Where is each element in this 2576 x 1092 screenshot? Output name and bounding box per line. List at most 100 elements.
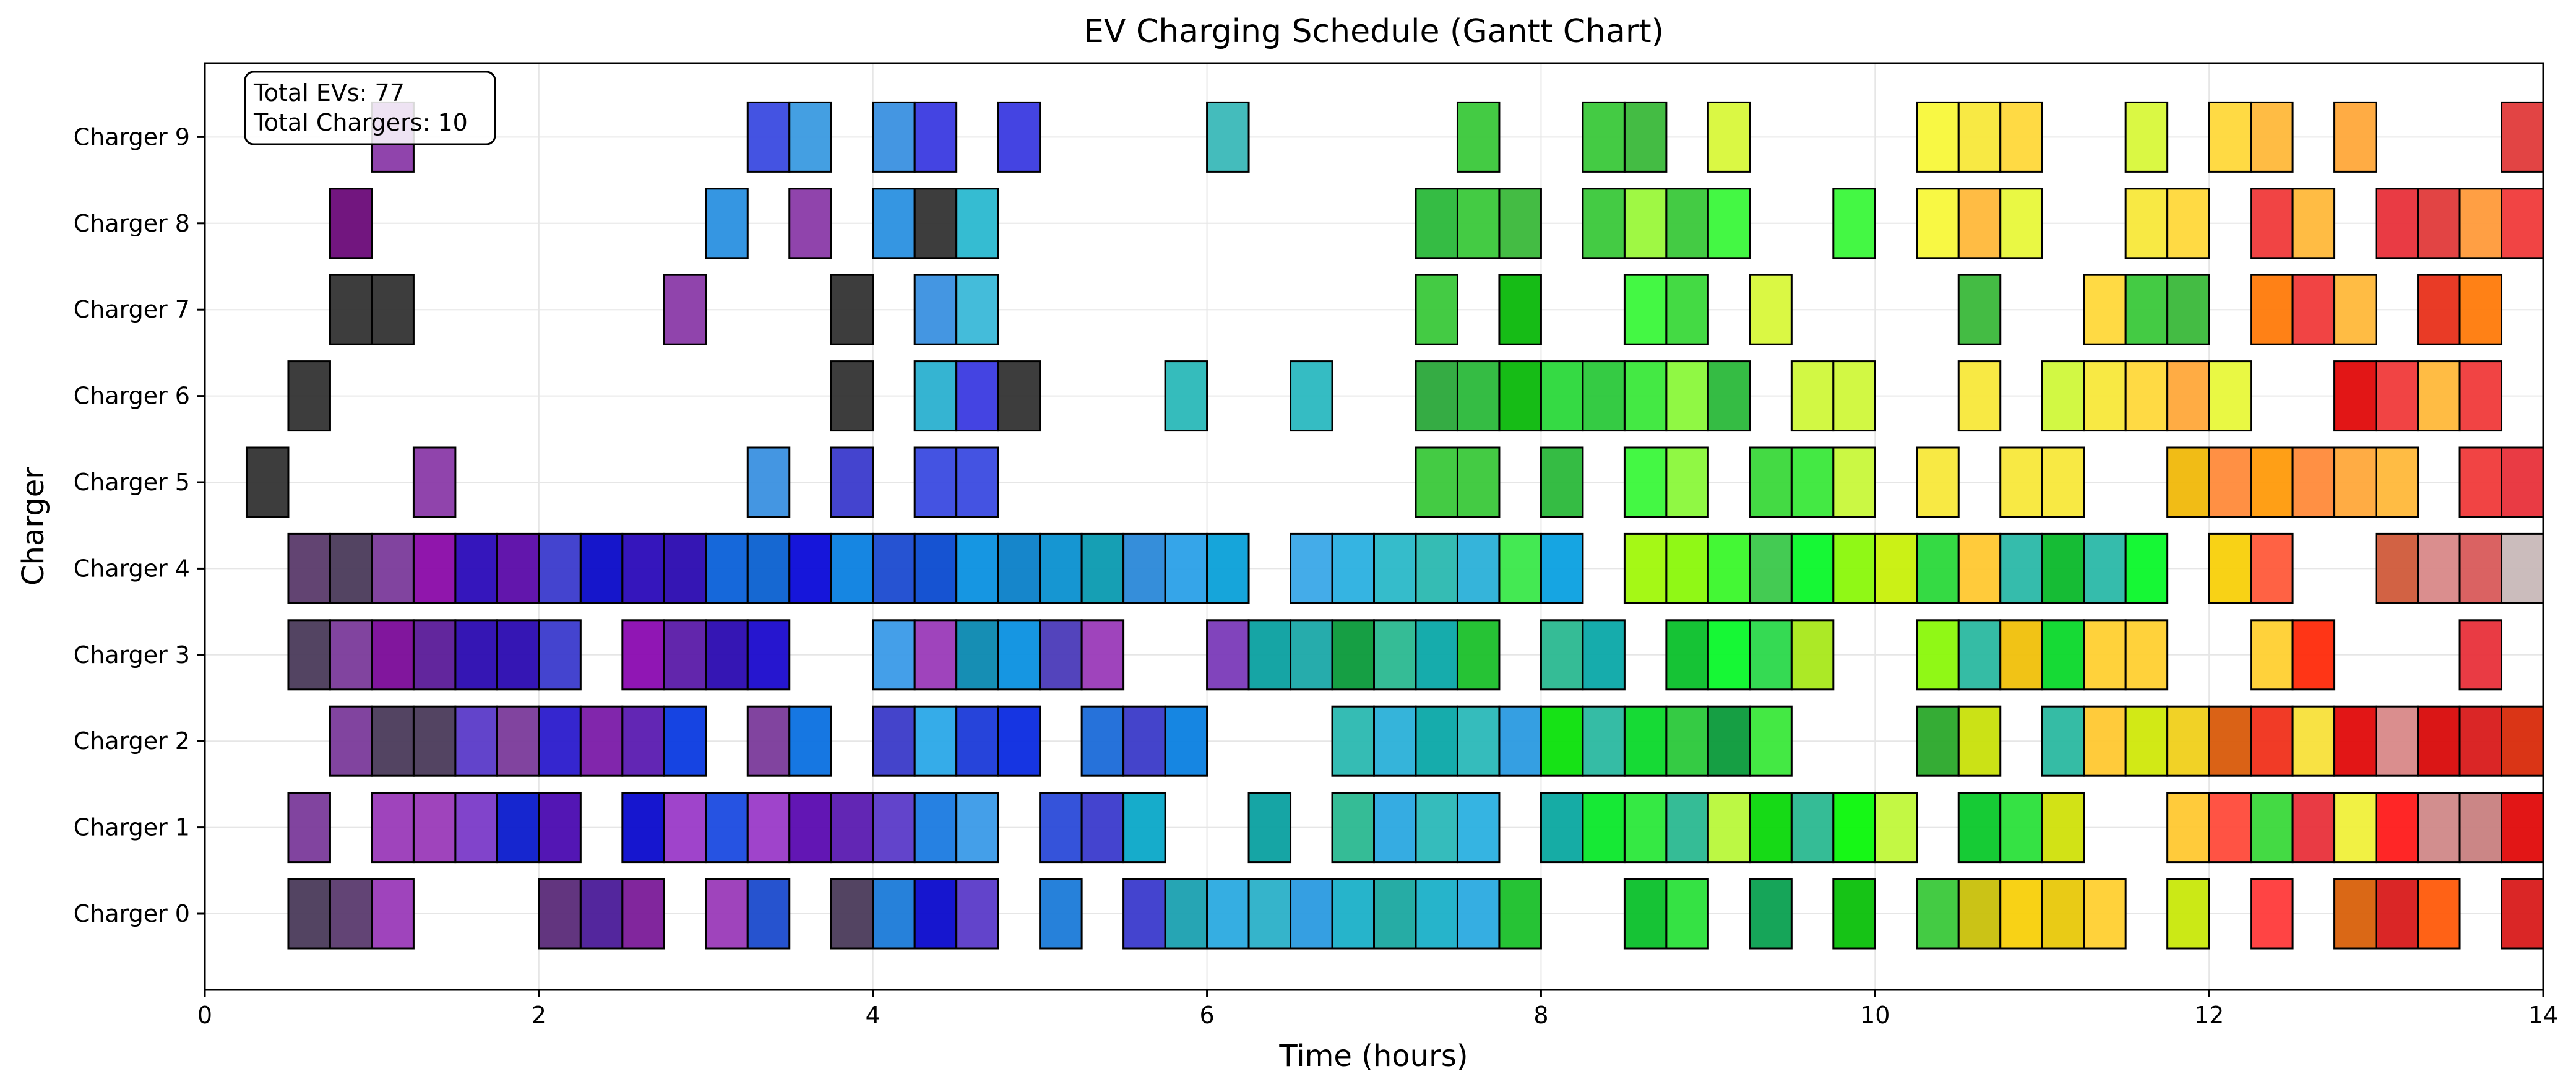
y-tick-label: Charger 6 (74, 383, 190, 410)
task-bar (2375, 792, 2419, 864)
task-bar (913, 619, 958, 691)
task-bar (1707, 619, 1751, 691)
task-bar (1122, 532, 1166, 604)
task-bar (2501, 705, 2544, 777)
task-bar (1540, 705, 1584, 777)
task-bar (2208, 792, 2252, 864)
task-bar (705, 878, 749, 950)
task-bar (1999, 792, 2043, 864)
task-bar (2124, 705, 2169, 777)
x-axis: 0 2 4 6 8 10 12 14 (197, 990, 2558, 1029)
task-bar (1206, 619, 1250, 691)
task-bar (913, 360, 958, 432)
task-bar (2041, 878, 2085, 950)
task-bar (1247, 792, 1292, 864)
task-bar (1623, 274, 1668, 345)
task-bar (913, 188, 958, 259)
task-bar (412, 792, 457, 864)
task-bar (955, 360, 999, 432)
task-bar (1665, 705, 1709, 777)
task-bar (2417, 532, 2461, 604)
task-bar (1623, 532, 1668, 604)
task-bar (2375, 446, 2419, 518)
task-bar (1916, 619, 1960, 691)
annotation-total-evs: Total EVs: 77 (253, 79, 405, 106)
task-bar (287, 878, 331, 950)
task-bar (705, 532, 749, 604)
task-bar (1331, 878, 1375, 950)
annotation-total-chargers: Total Chargers: 10 (253, 109, 468, 136)
task-bar (1415, 360, 1458, 432)
task-bar (1832, 360, 1876, 432)
task-bar (2250, 446, 2294, 518)
task-bar (2166, 360, 2210, 432)
task-bar (496, 619, 540, 691)
task-bar (2083, 360, 2127, 432)
task-bar (746, 792, 791, 864)
task-bar (1916, 446, 1960, 518)
y-tick-label: Charger 9 (74, 123, 190, 150)
task-bar (2333, 101, 2377, 173)
task-bar (872, 101, 916, 173)
task-bar (746, 446, 791, 518)
task-bar (1707, 188, 1751, 259)
task-bar (1957, 101, 2002, 173)
task-bar (1665, 619, 1709, 691)
task-bar (913, 101, 958, 173)
task-bar (2333, 360, 2377, 432)
task-bar (496, 705, 540, 777)
task-bar (1957, 532, 2002, 604)
task-bar (1039, 792, 1083, 864)
task-bar (2250, 619, 2294, 691)
chart-title: EV Charging Schedule (Gantt Chart) (1083, 13, 1664, 50)
task-bar (1247, 619, 1292, 691)
task-bar (1373, 878, 1417, 950)
task-bar (1832, 446, 1876, 518)
task-bar (2417, 360, 2461, 432)
task-bar (1749, 532, 1793, 604)
task-bar (1415, 619, 1458, 691)
task-bar (2417, 705, 2461, 777)
task-bar (1957, 878, 2002, 950)
task-bar (913, 274, 958, 345)
task-bar (579, 705, 624, 777)
task-bar (1498, 188, 1542, 259)
task-bar (746, 619, 791, 691)
task-bar (2208, 360, 2252, 432)
task-bar (2041, 532, 2085, 604)
task-bar (2083, 274, 2127, 345)
task-bar (1749, 619, 1793, 691)
task-bar (1957, 705, 2002, 777)
task-bar (1498, 705, 1542, 777)
task-bar (2166, 446, 2210, 518)
task-bar (1790, 792, 1835, 864)
task-bar (663, 532, 707, 604)
task-bar (872, 619, 916, 691)
task-bar (2083, 878, 2127, 950)
task-bar (1331, 619, 1375, 691)
task-bar (1540, 532, 1584, 604)
task-bar (538, 792, 582, 864)
task-bar (913, 532, 958, 604)
annotation-box (244, 71, 496, 145)
task-bar (2291, 705, 2336, 777)
task-bar (830, 274, 874, 345)
task-bar (997, 619, 1041, 691)
task-bar (2501, 792, 2544, 864)
task-bar (538, 532, 582, 604)
task-bar (1164, 878, 1208, 950)
task-bar (538, 878, 582, 950)
y-tick-label: Charger 8 (74, 210, 190, 237)
task-bar (2250, 101, 2294, 173)
task-bar (746, 101, 791, 173)
task-bar (1206, 532, 1250, 604)
task-bar (412, 532, 457, 604)
task-bar (1456, 446, 1501, 518)
task-bar (2375, 705, 2419, 777)
task-bar (1373, 705, 1417, 777)
task-bar (2501, 446, 2544, 518)
task-bar (1707, 101, 1751, 173)
task-bar (2124, 101, 2169, 173)
task-bar (2417, 878, 2461, 950)
task-bar (1749, 878, 1793, 950)
